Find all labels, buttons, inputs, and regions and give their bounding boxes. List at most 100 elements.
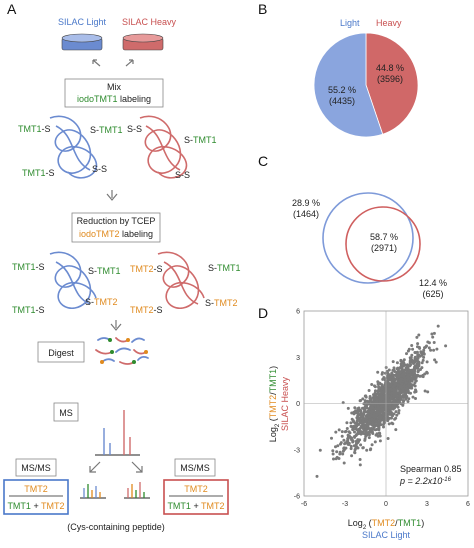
scatter-point — [378, 439, 382, 443]
scatter-point — [356, 407, 360, 411]
scatter-point — [405, 395, 409, 398]
s-tmt1-label-2: S-TMT1 — [184, 135, 217, 145]
scatter-point — [358, 463, 362, 467]
scatter-point — [408, 359, 412, 363]
scatter-point — [367, 433, 371, 437]
silac-light-label: SILAC Light — [58, 17, 107, 27]
svg-text:SILAC Heavy: SILAC Heavy — [280, 376, 290, 431]
scatter-point — [399, 359, 403, 363]
scatter-point — [381, 377, 385, 381]
scatter-point — [407, 368, 411, 372]
scatter-point — [402, 399, 406, 403]
scatter-point — [409, 376, 412, 380]
scatter-point — [391, 360, 395, 364]
tmt2-s-label-1: TMT2-S — [130, 264, 163, 274]
scatter-point — [405, 352, 408, 356]
scatter-point — [402, 395, 406, 399]
scatter-point — [394, 410, 398, 414]
scatter-point — [427, 346, 431, 350]
y-tick-label: -3 — [294, 447, 300, 454]
scatter-point — [370, 406, 374, 410]
scatter-point — [364, 394, 368, 398]
scatter-point — [432, 331, 436, 335]
scatter-point — [401, 403, 405, 407]
scatter-point — [391, 407, 395, 411]
ms-text: MS — [59, 408, 73, 418]
scatter-point — [422, 355, 426, 359]
scatter-point — [364, 434, 368, 438]
heavy-ratio-box — [163, 479, 229, 515]
scatter-point — [354, 427, 358, 431]
scatter-point — [391, 373, 395, 377]
scatter-point — [378, 432, 382, 435]
scatter-point — [385, 369, 389, 373]
s-s-label-3: S-S — [175, 170, 190, 180]
ms-box — [53, 402, 79, 422]
scatter-point — [391, 388, 395, 392]
scatter-point — [414, 376, 418, 379]
reduction-labeling-text: iodoTMT2 labeling — [79, 229, 153, 239]
scatter-point — [364, 410, 368, 414]
scatter-point — [392, 391, 395, 395]
scatter-point — [378, 414, 382, 418]
scatter-point — [331, 452, 335, 456]
scatter-point — [387, 422, 391, 426]
down-arrow-icon-1 — [106, 190, 118, 201]
venn-heavy-circle — [345, 206, 421, 282]
panel-letter-c: C — [258, 153, 268, 169]
scatter-point — [343, 430, 347, 434]
heavy-ratio-numerator: TMT2 — [184, 484, 208, 494]
s-tmt2-label-2: S-TMT2 — [205, 298, 238, 308]
scatter-point — [400, 369, 404, 373]
x-tick-label: -3 — [342, 501, 348, 508]
scatter-point — [412, 367, 416, 371]
heavy-protein-tangle-1 — [139, 115, 188, 179]
heavy-protein-tangle-2 — [157, 251, 205, 309]
scatter-point — [364, 416, 368, 420]
scatter-point — [349, 447, 353, 451]
scatter-point — [348, 431, 352, 435]
scatter-point — [370, 443, 374, 447]
scatter-point — [434, 360, 438, 364]
venn-mid-count: (2971) — [371, 243, 397, 253]
scatter-point — [376, 434, 380, 438]
venn-right-count: (625) — [422, 289, 443, 299]
scatter-point — [396, 405, 400, 409]
scatter-point — [367, 409, 371, 413]
scatter-point — [367, 389, 371, 392]
scatter-point — [349, 444, 353, 448]
scatter-point — [337, 428, 341, 432]
scatter-point — [376, 370, 380, 374]
scatter-point — [400, 366, 404, 369]
scatter-point — [368, 430, 372, 434]
scatter-point — [364, 429, 368, 433]
s-tmt1-label-3: S-TMT1 — [88, 266, 121, 276]
scatter-point — [411, 395, 415, 399]
scatter-point — [432, 348, 436, 352]
scatter-point — [431, 335, 435, 339]
scatter-point — [409, 373, 413, 377]
scatter-point — [381, 397, 385, 401]
scatter-point — [433, 358, 437, 362]
scatter-point — [350, 417, 354, 421]
scatter-point — [382, 417, 386, 421]
scatter-point — [354, 409, 358, 413]
scatter-point — [407, 347, 411, 351]
scatter-point — [392, 399, 396, 403]
msms-left-label-box — [15, 458, 57, 477]
p-value-annotation: p = 2.2x10-16 — [399, 476, 452, 486]
s-tmt1-label-1: S-TMT1 — [90, 125, 123, 135]
scatter-point — [411, 347, 415, 351]
scatter-point — [430, 332, 434, 336]
y-tick-label: -6 — [294, 494, 300, 501]
x-tick-label: 0 — [384, 501, 388, 508]
scatter-point — [339, 441, 343, 445]
scatter-point — [375, 432, 379, 436]
scatter-point — [369, 414, 373, 418]
scatter-point — [381, 371, 384, 375]
scatter-point — [400, 382, 404, 386]
scatter-point — [386, 377, 390, 380]
scatter-point — [361, 424, 365, 428]
scatter-point — [353, 406, 357, 410]
scatter-point — [395, 361, 399, 365]
